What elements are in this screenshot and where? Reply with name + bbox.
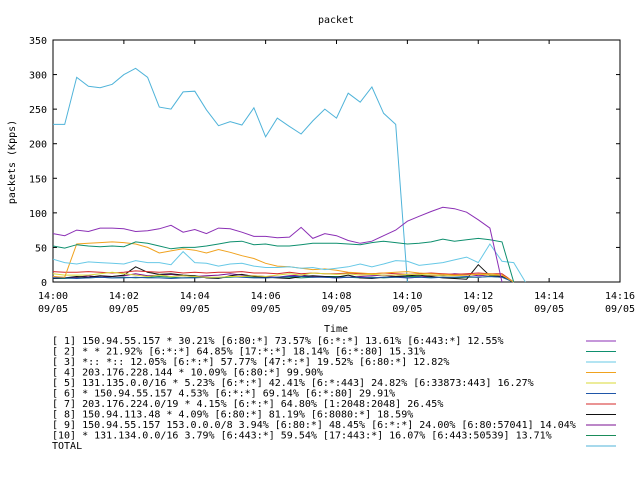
legend-entry-label: [ 3] *:: *:: 12.05% [6:*:*] 57.77% [47:*…	[52, 357, 449, 368]
legend-entry-label: TOTAL	[52, 441, 82, 452]
x-tick-date-label: 09/05	[605, 304, 635, 315]
series-line-4	[52, 241, 514, 283]
series-line-5	[52, 271, 514, 283]
x-tick-date-label: 09/05	[251, 304, 281, 315]
legend-entry-label: [ 1] 150.94.55.157 * 30.21% [6:80:*] 73.…	[52, 336, 504, 347]
legend-entry-label: [ 2] * * 21.92% [6:*:*] 64.85% [17:*:*] …	[52, 347, 425, 358]
x-tick-time-label: 14:04	[180, 291, 210, 302]
x-tick-time-label: 14:12	[463, 291, 493, 302]
x-tick-date-label: 09/05	[463, 304, 493, 315]
y-tick-label: 350	[29, 36, 47, 47]
x-tick-date-label: 09/05	[180, 304, 210, 315]
y-tick-label: 300	[29, 71, 47, 82]
chart-title: packet	[318, 15, 354, 26]
x-tick-time-label: 14:14	[534, 291, 564, 302]
series-line-6	[53, 275, 514, 283]
y-tick-label: 0	[41, 278, 47, 289]
y-tick-label: 250	[29, 105, 47, 116]
series-line-2	[52, 237, 515, 283]
x-tick-time-label: 14:10	[392, 291, 422, 302]
y-axis-label: packets (Kpps)	[7, 120, 18, 204]
legend-entry-label: [ 5] 131.135.0.0/16 * 5.23% [6:*:*] 42.4…	[52, 378, 534, 389]
y-tick-label: 200	[29, 140, 47, 151]
series-line-11	[53, 67, 408, 283]
x-tick-time-label: 14:00	[38, 291, 68, 302]
series-line-7	[52, 270, 514, 283]
legend-entry-label: [ 9] 150.94.55.157 153.0.0.0/8 3.94% [6:…	[52, 420, 576, 431]
legend: [ 1] 150.94.55.157 * 30.21% [6:80:*] 73.…	[52, 336, 616, 452]
series-line-3	[52, 243, 526, 283]
legend-entry-label: [ 4] 203.176.228.144 * 10.09% [6:80:*] 9…	[52, 368, 323, 379]
x-tick-date-label: 09/05	[109, 304, 139, 315]
x-tick-date-label: 09/05	[321, 304, 351, 315]
x-axis-ticks: 14:00 09/05 14:02 09/05 14:04 09/05 14:06 09/05…	[38, 40, 635, 315]
x-tick-date-label: 09/05	[38, 304, 68, 315]
y-axis-ticks: 0 50 100 150 200 250 300 350	[29, 36, 620, 289]
x-tick-time-label: 14:02	[109, 291, 139, 302]
legend-entry-label: [ 6] * 150.94.55.157 4.53% [6:*:*] 69.14…	[52, 389, 395, 400]
x-tick-time-label: 14:06	[251, 291, 281, 302]
legend-entry-label: [ 7] 203.176.224.0/19 * 4.15% [6:*:*] 64…	[52, 399, 443, 410]
y-tick-label: 50	[35, 243, 47, 254]
x-tick-date-label: 09/05	[534, 304, 564, 315]
series-line-1	[52, 206, 503, 283]
legend-entry-label: [10] * 131.134.0.0/16 3.79% [6:443:*] 59…	[52, 431, 552, 442]
y-tick-label: 100	[29, 209, 47, 220]
legend-entry-label: [ 8] 150.94.113.48 * 4.09% [6:80:*] 81.1…	[52, 410, 413, 421]
series-lines	[52, 67, 526, 283]
x-axis-label: Time	[324, 324, 348, 335]
x-tick-time-label: 14:08	[321, 291, 351, 302]
plot-frame	[52, 39, 621, 283]
y-tick-label: 150	[29, 174, 47, 185]
x-tick-date-label: 09/05	[392, 304, 422, 315]
x-tick-time-label: 14:16	[605, 291, 635, 302]
